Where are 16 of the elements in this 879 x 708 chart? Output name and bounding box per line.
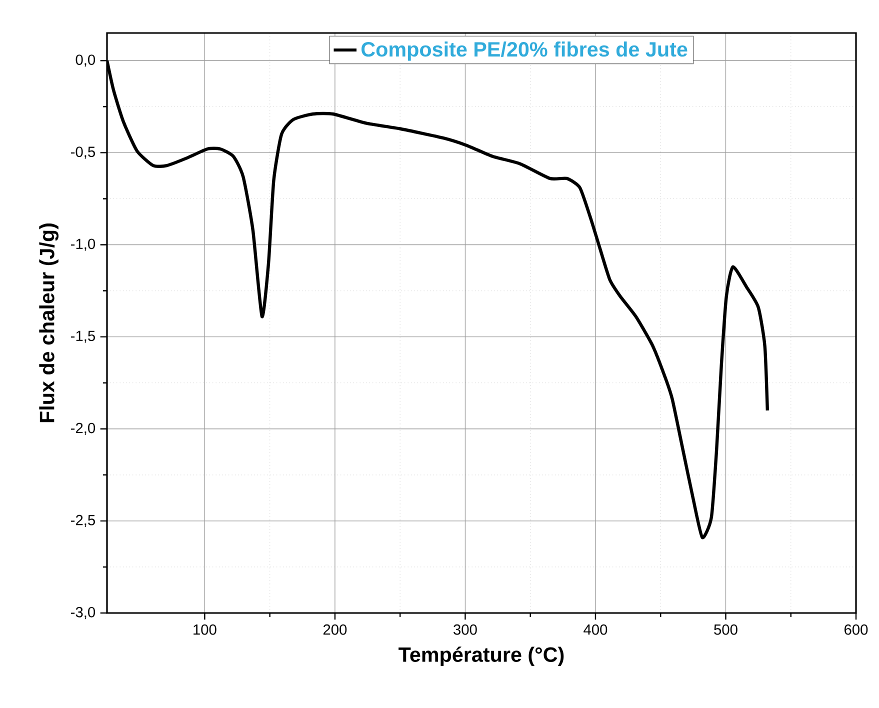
y-tick-label: 0,0 (76, 54, 96, 67)
x-tick-label: 500 (714, 624, 738, 635)
legend-label: Composite PE/20% fibres de Jute (362, 42, 688, 61)
y-tick-label: -3,0 (71, 606, 96, 620)
y-tick-label: -2,0 (71, 422, 96, 435)
x-tick-label: 600 (844, 624, 868, 635)
x-tick-label: 100 (194, 624, 216, 635)
x-tick-label: 200 (323, 624, 347, 635)
y-tick-label: -0,5 (71, 146, 95, 159)
y-tick-label: -1,5 (71, 330, 95, 343)
y-tick-label: -2,5 (71, 514, 95, 527)
y-axis-title: Flux de chaleur (J/g) (39, 224, 59, 422)
x-tick-label: 400 (584, 624, 608, 635)
x-tick-label: 300 (454, 624, 477, 635)
x-axis-title: Température (°C) (398, 646, 564, 666)
y-tick-label: -1,0 (71, 238, 96, 251)
